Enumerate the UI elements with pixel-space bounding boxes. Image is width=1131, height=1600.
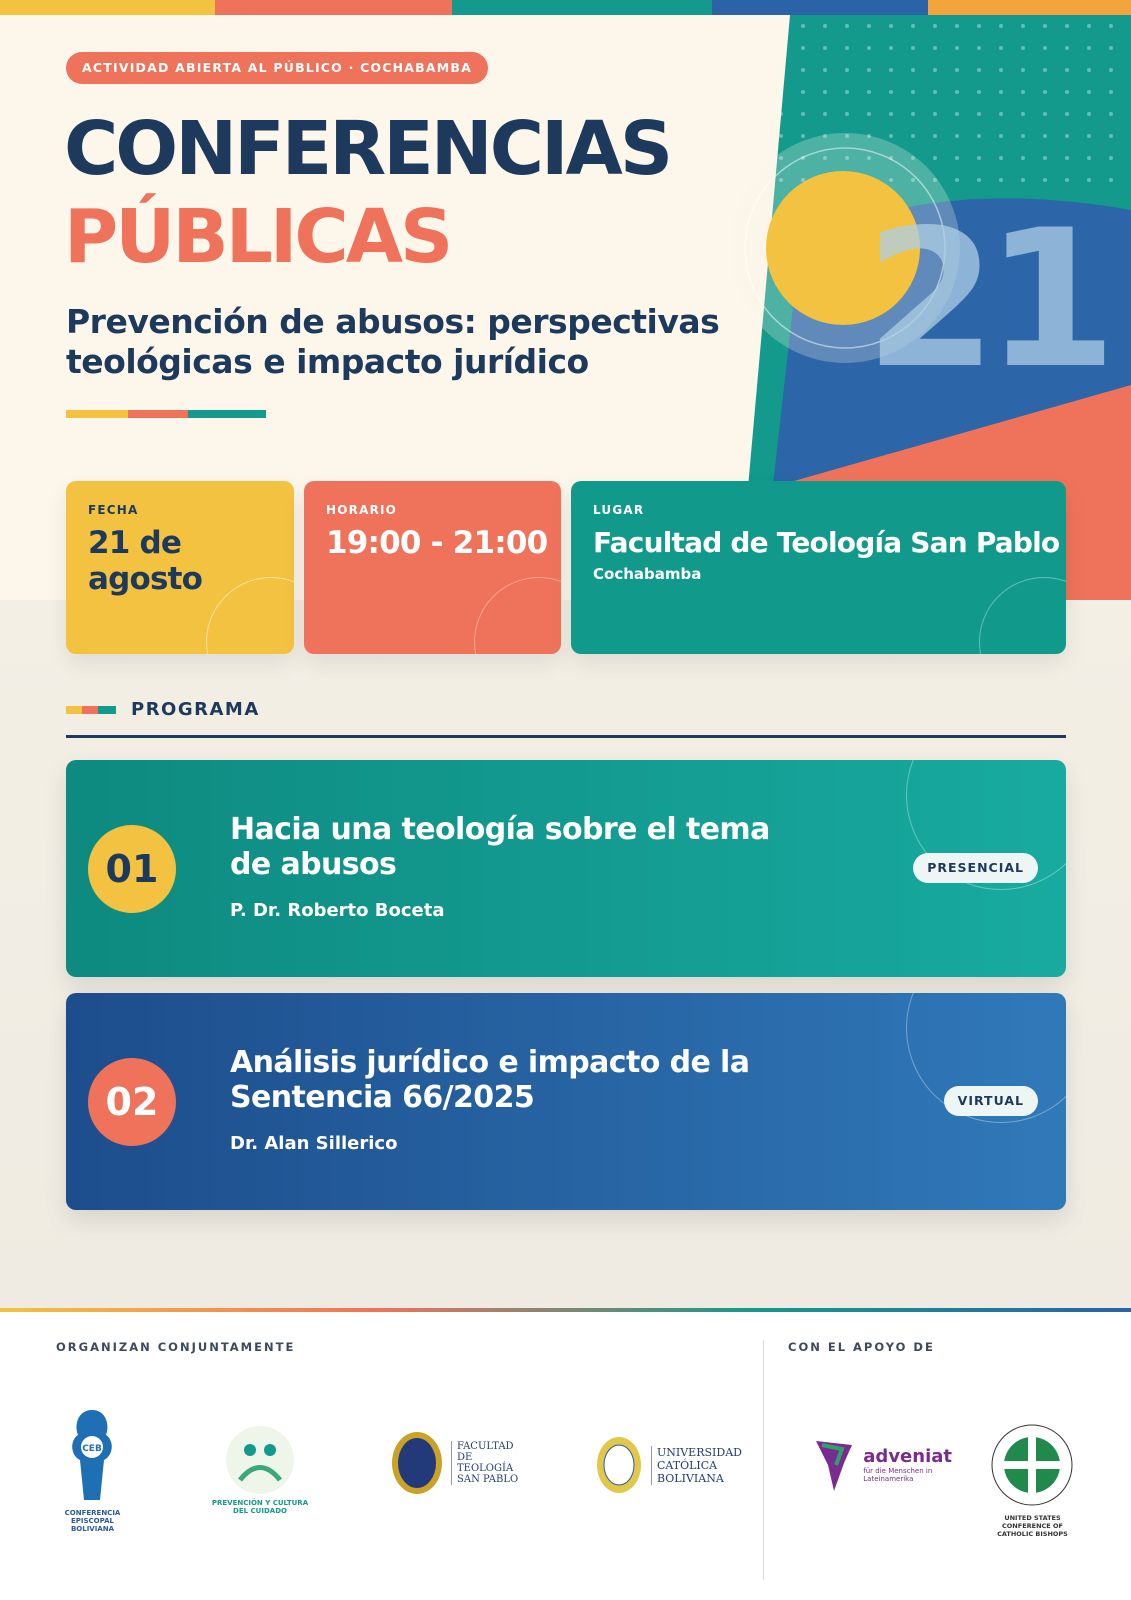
logo: FACULTAD DE TEOLOGÍA SAN PABLO	[390, 1430, 525, 1496]
logo-caption: UNITED STATES CONFERENCE OF CATHOLIC BIS…	[997, 1514, 1068, 1538]
logo-caption: FACULTAD DE TEOLOGÍA SAN PABLO	[451, 1441, 521, 1485]
big-number: 21	[865, 189, 1105, 410]
program-number: 02	[88, 1058, 176, 1146]
logo-mark	[226, 1426, 294, 1494]
logo-caption: UNIVERSIDAD CATÓLICA BOLIVIANA	[651, 1445, 742, 1485]
logo: CEB CONFERENCIA EPISCOPAL BOLIVIANA	[50, 1405, 135, 1533]
logo: PREVENCIÓN Y CULTURA DEL CUIDADO	[205, 1425, 315, 1515]
info-card: FECHA 21 de agosto	[66, 481, 294, 654]
divider	[66, 735, 1066, 738]
mode-badge: VIRTUAL	[943, 1086, 1038, 1116]
accent-bar	[128, 410, 188, 418]
logo: UNIVERSIDAD CATÓLICA BOLIVIANA	[595, 1435, 745, 1495]
stripe	[928, 0, 1131, 15]
program-title: Hacia una teología sobre el tema de abus…	[230, 812, 770, 882]
footer-line	[0, 1308, 1131, 1312]
title: PÚBLICAS	[64, 194, 453, 280]
logo: UNITED STATES CONFERENCE OF CATHOLIC BIS…	[985, 1420, 1080, 1538]
stripe	[712, 0, 928, 15]
logo-mark: CEB	[72, 1410, 112, 1500]
program-speaker: Dr. Alan Sillerico	[230, 1133, 398, 1154]
info-value: 21 de agosto	[88, 525, 203, 597]
logo-caption: für die Menschen in Lateinamerika	[863, 1466, 933, 1483]
stripe	[215, 0, 452, 15]
logo-name: adveniat	[863, 1445, 952, 1467]
divider	[763, 1340, 764, 1580]
title: CONFERENCIAS	[64, 106, 673, 192]
info-detail: Cochabamba	[593, 565, 702, 583]
logo-name: CEB	[82, 1444, 102, 1454]
program-title: Análisis jurídico e impacto de la Senten…	[230, 1045, 750, 1115]
badge: ACTIVIDAD ABIERTA AL PÚBLICO · COCHABAMB…	[66, 52, 489, 84]
logo-text: adveniat für die Menschen in Lateinameri…	[863, 1446, 952, 1483]
info-label: LUGAR	[593, 503, 645, 517]
program-speaker: P. Dr. Roberto Boceta	[230, 900, 445, 921]
logo-mark	[991, 1424, 1073, 1506]
stripe	[0, 0, 215, 15]
section-heading: PROGRAMA	[131, 699, 260, 720]
info-card: LUGAR Facultad de Teología San Pablo Coc…	[571, 481, 1066, 654]
program-card: 01 Hacia una teología sobre el tema de a…	[66, 760, 1066, 977]
accent-bar	[82, 706, 98, 714]
info-value: 19:00 - 21:00	[326, 525, 548, 561]
subtitle: Prevención de abusos: perspectivas teoló…	[66, 302, 720, 381]
decor-ring	[474, 577, 561, 654]
program-card: 02 Análisis jurídico e impacto de la Sen…	[66, 993, 1066, 1210]
decor-ring	[979, 577, 1066, 654]
mode-badge: PRESENCIAL	[913, 853, 1038, 883]
accent-bar	[188, 410, 266, 418]
info-card: HORARIO 19:00 - 21:00	[304, 481, 561, 654]
footer-heading: CON EL APOYO DE	[788, 1340, 935, 1354]
logo-mark	[392, 1432, 442, 1494]
info-value: Facultad de Teología San Pablo	[593, 526, 1060, 559]
accent-bar	[66, 706, 82, 714]
accent-bar	[98, 706, 116, 714]
logo-mark	[816, 1441, 852, 1491]
footer	[0, 1308, 1131, 1600]
accent-bar	[66, 410, 128, 418]
logo-mark	[597, 1437, 641, 1493]
info-label: FECHA	[88, 503, 139, 517]
footer-heading: ORGANIZAN CONJUNTAMENTE	[56, 1340, 296, 1354]
stripe	[452, 0, 712, 15]
logo-caption: PREVENCIÓN Y CULTURA DEL CUIDADO	[211, 1499, 309, 1515]
program-number: 01	[88, 825, 176, 913]
logo: adveniat für die Menschen in Lateinameri…	[812, 1435, 952, 1493]
info-label: HORARIO	[326, 503, 398, 517]
logo-caption: CONFERENCIA EPISCOPAL BOLIVIANA	[64, 1509, 121, 1533]
